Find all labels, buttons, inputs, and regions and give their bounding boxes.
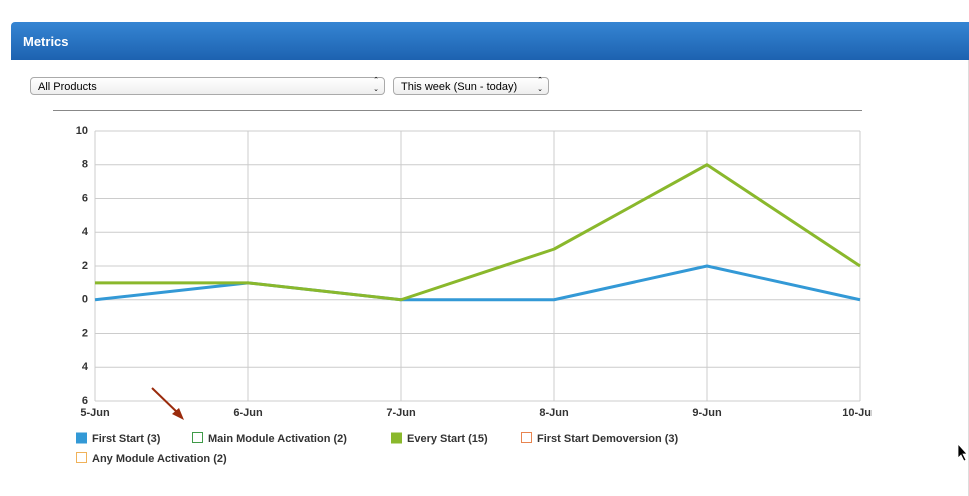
legend-swatch[interactable]: [192, 432, 203, 443]
y-tick-label: 2: [82, 260, 88, 272]
product-select[interactable]: All Products: [30, 76, 385, 95]
y-tick-label: 4: [82, 226, 89, 238]
arrow-head: [172, 408, 184, 420]
y-tick-label: 8: [82, 159, 88, 171]
y-tick-label: 2: [82, 327, 88, 339]
legend-label[interactable]: First Start (3): [92, 433, 161, 445]
y-tick-label: 10: [76, 125, 88, 137]
header-bar: Metrics: [11, 22, 969, 60]
x-tick-label: 9-Jun: [692, 407, 722, 419]
header-title: Metrics: [23, 34, 69, 49]
x-tick-label: 7-Jun: [386, 407, 416, 419]
legend-label[interactable]: Any Module Activation (2): [92, 453, 227, 465]
series-line: [94, 264, 861, 302]
legend-label[interactable]: Every Start (15): [407, 433, 488, 445]
period-select[interactable]: This week (Sun - today): [393, 76, 549, 95]
legend-swatch[interactable]: [391, 432, 402, 444]
legend-swatch[interactable]: [76, 432, 87, 444]
annotation-arrow: [151, 387, 181, 416]
legend-label[interactable]: First Start Demoversion (3): [537, 433, 679, 445]
mouse-cursor: [957, 442, 968, 462]
y-tick-label: 4: [82, 361, 89, 373]
x-tick-label: 10-Jun: [842, 407, 878, 419]
x-tick-label: 6-Jun: [233, 407, 263, 419]
x-tick-label: 8-Jun: [539, 407, 569, 419]
legend-label[interactable]: Main Module Activation (2): [208, 433, 347, 445]
legend-swatch[interactable]: [76, 452, 87, 463]
legend-swatch[interactable]: [521, 432, 532, 443]
y-tick-label: 0: [82, 294, 88, 306]
y-tick-label: 6: [82, 192, 88, 204]
x-tick-label: 5-Jun: [80, 407, 110, 419]
series-line: [95, 163, 861, 302]
y-tick-label: 6: [82, 395, 88, 407]
